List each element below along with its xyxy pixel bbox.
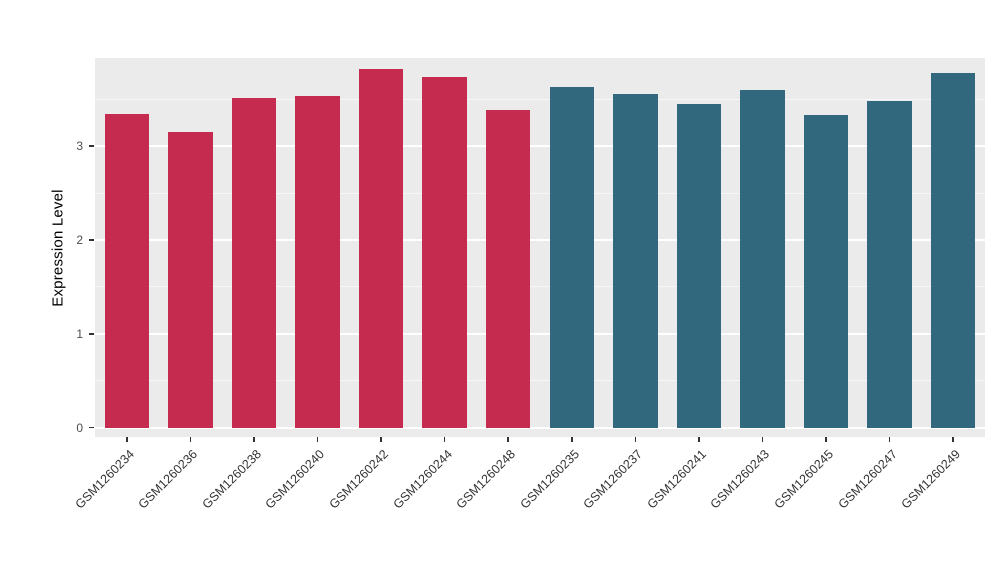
- x-tick-label: GSM1260243: [707, 447, 773, 512]
- x-tick-mark: [761, 437, 764, 442]
- bar-GSM1260247: [867, 101, 912, 428]
- bar-GSM1260243: [740, 89, 785, 428]
- y-tick-label: 3: [76, 139, 83, 154]
- bar-GSM1260242: [358, 69, 404, 428]
- x-tick-mark: [507, 437, 509, 442]
- x-tick-label: GSM1260237: [580, 447, 646, 512]
- bar-GSM1260238: [231, 98, 277, 428]
- x-tick-label: GSM1260242: [326, 447, 391, 512]
- x-tick-mark: [126, 437, 128, 442]
- x-tick-mark: [825, 437, 827, 442]
- gridline-minor: [95, 380, 985, 382]
- gridline-major: [95, 332, 985, 335]
- bar-GSM1260244: [422, 76, 467, 428]
- x-tick-label: GSM1260240: [262, 447, 328, 512]
- gridline-minor: [95, 98, 985, 100]
- gridline-minor: [95, 286, 985, 288]
- x-tick-mark: [634, 437, 637, 442]
- x-tick-mark: [571, 437, 573, 442]
- x-tick-label: GSM1260248: [453, 447, 519, 512]
- x-tick-label: GSM1260236: [135, 447, 201, 512]
- bar-GSM1260236: [168, 132, 213, 428]
- bar-GSM1260245: [803, 115, 849, 428]
- bar-GSM1260240: [295, 95, 340, 428]
- bar-GSM1260234: [104, 114, 150, 428]
- x-tick-label: GSM1260249: [898, 447, 964, 512]
- gridline-major: [95, 145, 985, 148]
- y-tick-mark: [89, 239, 94, 241]
- y-tick-label: 0: [76, 420, 83, 435]
- gridline-minor: [95, 192, 985, 194]
- bar-GSM1260235: [549, 87, 595, 428]
- x-tick-mark: [443, 437, 446, 442]
- x-tick-label: GSM1260235: [517, 447, 582, 512]
- y-tick-label: 2: [76, 232, 83, 247]
- x-tick-mark: [888, 437, 891, 442]
- bar-GSM1260249: [930, 73, 976, 428]
- plot-panel: [95, 58, 985, 437]
- x-tick-mark: [698, 437, 700, 442]
- x-tick-mark: [952, 437, 954, 442]
- x-tick-label: GSM1260234: [72, 447, 137, 512]
- bar-GSM1260241: [676, 103, 722, 428]
- y-tick-mark: [89, 333, 94, 335]
- y-tick-mark: [89, 145, 94, 147]
- bar-GSM1260248: [485, 109, 531, 428]
- bar-GSM1260237: [613, 93, 658, 428]
- x-tick-mark: [316, 437, 319, 442]
- x-tick-label: GSM1260245: [771, 447, 836, 512]
- x-tick-label: GSM1260238: [199, 447, 264, 512]
- y-tick-label: 1: [76, 326, 83, 341]
- x-tick-mark: [189, 437, 192, 442]
- x-tick-mark: [253, 437, 255, 442]
- x-tick-label: GSM1260241: [644, 447, 709, 512]
- gridline-major: [95, 426, 985, 429]
- x-tick-mark: [380, 437, 382, 442]
- x-tick-label: GSM1260244: [390, 447, 455, 512]
- gridline-major: [95, 238, 985, 241]
- x-tick-label: GSM1260247: [835, 447, 900, 512]
- y-tick-mark: [89, 426, 94, 429]
